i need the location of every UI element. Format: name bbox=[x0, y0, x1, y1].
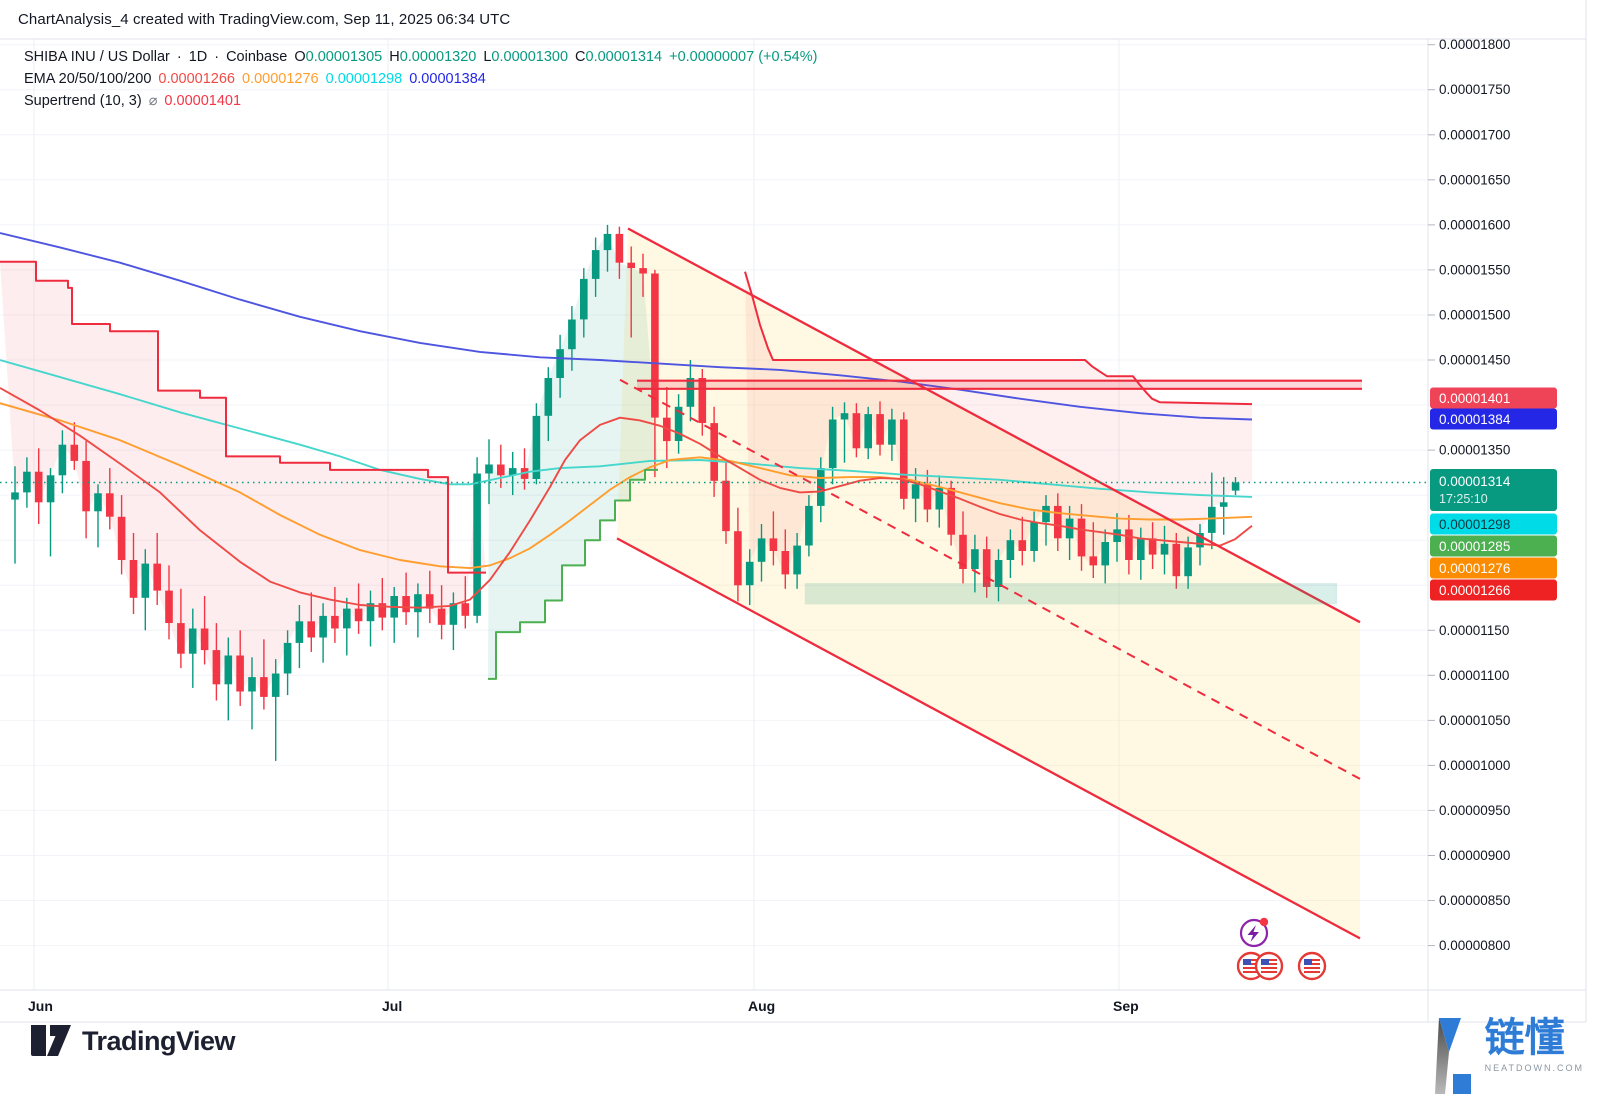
ema100-value-badge: 0.00001298 bbox=[1430, 513, 1557, 535]
svg-text:0.00001800: 0.00001800 bbox=[1439, 37, 1510, 52]
last-price-badge: 0.00001314 17:25:10 bbox=[1430, 469, 1557, 511]
ema50-line bbox=[0, 402, 1253, 570]
supertrend-line-june bbox=[0, 260, 486, 574]
neatdown-logo[interactable]: 链懂 NEATDOWN.COM bbox=[1434, 1016, 1584, 1096]
svg-text:0.00001384: 0.00001384 bbox=[1439, 412, 1511, 427]
diameter-icon: ⌀ bbox=[148, 93, 158, 109]
supertrend-fill-june bbox=[0, 261, 486, 697]
supertrend-indicator-label[interactable]: Supertrend (10, 3) bbox=[24, 93, 142, 109]
svg-text:0.00001500: 0.00001500 bbox=[1439, 308, 1510, 323]
supertrend-line-rally bbox=[488, 468, 658, 680]
ema20-line bbox=[0, 387, 1253, 609]
svg-text:0.00001276: 0.00001276 bbox=[1439, 561, 1510, 576]
svg-text:0.00000900: 0.00000900 bbox=[1439, 848, 1510, 863]
high-value: 0.00001320 bbox=[399, 49, 477, 65]
channel-median-dashed[interactable] bbox=[619, 378, 1361, 780]
svg-text:Sep: Sep bbox=[1113, 998, 1139, 1014]
svg-text:0.00001401: 0.00001401 bbox=[1439, 391, 1510, 406]
ema50-value: 0.00001276 bbox=[242, 71, 319, 87]
ema9-value-badge: 0.00001285 bbox=[1430, 535, 1557, 557]
resistance-zone[interactable] bbox=[637, 379, 1362, 390]
ema100-value: 0.00001298 bbox=[325, 71, 403, 87]
lightning-icon[interactable] bbox=[1239, 917, 1269, 948]
price-axis[interactable]: 0.00001800 0.00001750 0.00001700 0.00001650… bbox=[1428, 37, 1510, 953]
page-title: ChartAnalysis_4 created with TradingView… bbox=[18, 11, 511, 28]
time-axis[interactable]: Jun Jul Aug Sep bbox=[28, 998, 1139, 1014]
candlestick-series bbox=[11, 224, 1240, 761]
open-label: O0.00001305 bbox=[294, 49, 383, 65]
svg-text:0.00001285: 0.00001285 bbox=[1439, 539, 1510, 554]
support-zone[interactable] bbox=[804, 583, 1338, 605]
supertrend-fill-aug bbox=[745, 271, 1252, 587]
chart-legend: SHIBA INU / US Dollar · 1D · Coinbase O0… bbox=[24, 46, 817, 112]
svg-text:0.00001600: 0.00001600 bbox=[1439, 217, 1510, 232]
svg-text:0.00000850: 0.00000850 bbox=[1439, 893, 1510, 908]
ema200-value: 0.00001384 bbox=[409, 71, 486, 87]
low-value: 0.00001300 bbox=[491, 49, 569, 65]
brand-cn-text: 链懂 bbox=[1484, 1016, 1565, 1060]
us-flag-icon[interactable] bbox=[1297, 951, 1327, 981]
ema50-value-badge: 0.00001276 bbox=[1430, 557, 1557, 579]
svg-text:Jun: Jun bbox=[28, 998, 53, 1014]
tradingview-wordmark: TradingView bbox=[82, 1025, 236, 1056]
svg-text:0.00001050: 0.00001050 bbox=[1439, 713, 1510, 728]
tradingview-logo[interactable]: TradingView bbox=[30, 1024, 236, 1058]
svg-text:0.00001100: 0.00001100 bbox=[1439, 668, 1509, 683]
ema200-line bbox=[0, 232, 1253, 421]
close-value: 0.00001314 bbox=[585, 49, 663, 65]
svg-text:0.00001298: 0.00001298 bbox=[1439, 517, 1510, 532]
svg-text:0.00001000: 0.00001000 bbox=[1439, 758, 1510, 773]
svg-text:Jul: Jul bbox=[382, 998, 402, 1014]
channel-lower-trendline[interactable] bbox=[616, 537, 1361, 940]
svg-text:0.00000950: 0.00000950 bbox=[1439, 803, 1510, 818]
legend-symbol-row[interactable]: SHIBA INU / US Dollar · 1D · Coinbase O0… bbox=[24, 46, 817, 68]
exchange-label: Coinbase bbox=[226, 49, 288, 65]
interval-label[interactable]: 1D bbox=[188, 49, 208, 65]
ema200-value-badge: 0.00001384 bbox=[1430, 408, 1557, 430]
ema-indicator-label[interactable]: EMA 20/50/100/200 bbox=[24, 71, 152, 87]
open-value: 0.00001305 bbox=[305, 49, 383, 65]
svg-text:0.00001650: 0.00001650 bbox=[1439, 172, 1510, 187]
price-axis-badges: 0.000014010.000013840.0000131417:25:100.… bbox=[1430, 387, 1557, 601]
channel-upper-trendline[interactable] bbox=[627, 227, 1361, 624]
svg-text:0.00001350: 0.00001350 bbox=[1439, 443, 1510, 458]
svg-text:0.00001750: 0.00001750 bbox=[1439, 82, 1510, 97]
brand-site-text: NEATDOWN.COM bbox=[1484, 1063, 1584, 1073]
ema20-value: 0.00001266 bbox=[158, 71, 235, 87]
change-value: +0.00000007 (+0.54%) bbox=[669, 49, 818, 65]
low-label: L0.00001300 bbox=[483, 49, 569, 65]
svg-text:0.00000800: 0.00000800 bbox=[1439, 938, 1510, 953]
legend-ema-row[interactable]: EMA 20/50/100/200 0.00001266 0.00001276 … bbox=[24, 68, 817, 90]
ema100-line bbox=[0, 359, 1253, 498]
svg-text:17:25:10: 17:25:10 bbox=[1439, 492, 1488, 506]
svg-text:0.00001150: 0.00001150 bbox=[1439, 623, 1509, 638]
legend-supertrend-row[interactable]: Supertrend (10, 3) ⌀ 0.00001401 bbox=[24, 90, 817, 112]
supertrend-value: 0.00001401 bbox=[164, 93, 242, 109]
symbol-name[interactable]: SHIBA INU / US Dollar bbox=[24, 49, 170, 65]
svg-text:0.00001700: 0.00001700 bbox=[1439, 127, 1510, 142]
supertrend-line-aug bbox=[744, 271, 1253, 406]
ema20-value-badge: 0.00001266 bbox=[1430, 579, 1557, 601]
tradingview-mark-icon bbox=[31, 1025, 71, 1056]
high-label: H0.00001320 bbox=[389, 49, 477, 65]
svg-text:0.00001550: 0.00001550 bbox=[1439, 262, 1510, 277]
us-flag-icon[interactable] bbox=[1254, 951, 1284, 981]
supertrend-value-badge: 0.00001401 bbox=[1430, 387, 1557, 409]
svg-text:Aug: Aug bbox=[748, 998, 775, 1014]
svg-text:0.00001266: 0.00001266 bbox=[1439, 583, 1510, 598]
neatdown-mark-icon bbox=[1434, 1018, 1471, 1094]
supertrend-fill-rally bbox=[488, 233, 658, 679]
close-label: C0.00001314 bbox=[575, 49, 663, 65]
svg-text:0.00001314: 0.00001314 bbox=[1439, 474, 1511, 489]
svg-text:0.00001450: 0.00001450 bbox=[1439, 353, 1510, 368]
